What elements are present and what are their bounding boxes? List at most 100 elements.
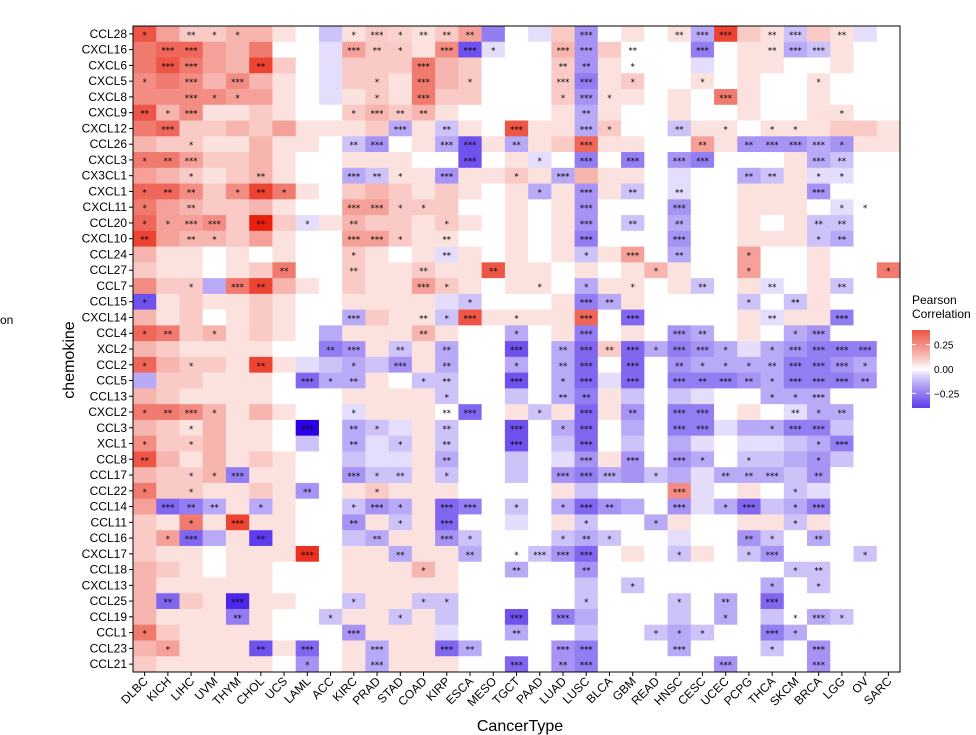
- significance-label: ***: [161, 504, 174, 514]
- heatmap-cell: [388, 656, 413, 673]
- heatmap-cell: [807, 215, 831, 232]
- heatmap-cell: [737, 167, 761, 184]
- heatmap-cell: [295, 293, 320, 311]
- significance-label: *: [398, 31, 402, 41]
- heatmap-cell: [830, 435, 854, 452]
- heatmap-cell: [504, 309, 529, 326]
- significance-label: *: [142, 441, 146, 451]
- heatmap-cell: [737, 624, 761, 641]
- heatmap-cell: [225, 341, 250, 358]
- heatmap-cell: [783, 167, 808, 184]
- significance-label: **: [698, 141, 707, 151]
- heatmap-cell: [876, 545, 901, 563]
- heatmap-cell: [853, 593, 878, 610]
- heatmap-cell: [202, 57, 227, 74]
- significance-label: ***: [371, 141, 384, 151]
- heatmap-cell: [876, 451, 901, 468]
- significance-label: ***: [626, 157, 639, 167]
- heatmap-cell: [830, 577, 854, 594]
- heatmap-cell: [644, 561, 668, 578]
- significance-label: *: [700, 362, 704, 372]
- significance-label: **: [489, 267, 498, 277]
- y-tick-label: CCL26: [90, 137, 128, 151]
- significance-label: ***: [371, 504, 384, 514]
- heatmap-cell: [202, 41, 227, 58]
- significance-label: **: [814, 567, 823, 577]
- heatmap-cell: [760, 341, 785, 358]
- heatmap-cell: [202, 435, 227, 452]
- heatmap-cell: [295, 325, 320, 342]
- heatmap-cell: [202, 120, 227, 137]
- heatmap-cell: [342, 278, 366, 295]
- significance-label: ***: [743, 504, 756, 514]
- heatmap-cell: [458, 167, 483, 184]
- heatmap-cell: [667, 136, 692, 153]
- heatmap-cell: [760, 215, 785, 232]
- significance-label: **: [187, 204, 196, 214]
- significance-label: **: [396, 110, 405, 120]
- heatmap-cell: [342, 608, 366, 626]
- heatmap-cell: [853, 293, 878, 311]
- y-tick-label: CXCL17: [82, 547, 128, 561]
- heatmap-cell: [597, 451, 622, 468]
- significance-label: ***: [371, 110, 384, 120]
- heatmap-cell: [690, 41, 715, 58]
- significance-label: **: [257, 645, 266, 655]
- heatmap-cell: [133, 561, 157, 578]
- heatmap-cell: [435, 656, 459, 673]
- significance-label: *: [793, 330, 797, 340]
- heatmap-cell: [644, 136, 668, 153]
- heatmap-cell: [551, 356, 575, 374]
- heatmap-cell: [272, 230, 297, 247]
- significance-label: ***: [185, 409, 198, 419]
- heatmap-cell: [481, 545, 506, 563]
- heatmap-cell: [458, 262, 483, 279]
- heatmap-cell: [830, 640, 854, 657]
- significance-label: **: [443, 425, 452, 435]
- heatmap-cell: [179, 89, 204, 106]
- heatmap-cell: [783, 482, 808, 500]
- heatmap-cell: [202, 624, 227, 641]
- heatmap-cell: [365, 152, 390, 169]
- heatmap-cell: [714, 419, 738, 437]
- heatmap-cell: [597, 640, 622, 657]
- significance-label: **: [257, 283, 266, 293]
- heatmap-cell: [156, 467, 180, 484]
- heatmap-cell: [737, 451, 761, 468]
- heatmap-cell: [807, 278, 831, 295]
- heatmap-cell: [783, 404, 808, 421]
- significance-label: **: [605, 299, 614, 309]
- heatmap-cell: [551, 419, 575, 437]
- heatmap-cell: [179, 577, 204, 594]
- heatmap-cell: [528, 514, 552, 531]
- significance-label: **: [675, 220, 684, 230]
- heatmap-cell: [830, 624, 854, 641]
- heatmap-cell: [551, 152, 575, 169]
- heatmap-cell: [551, 593, 575, 610]
- heatmap-cell: [597, 325, 622, 342]
- y-tick-label: CXCL16: [82, 43, 128, 57]
- heatmap-cell: [714, 388, 738, 405]
- heatmap-cell: [318, 498, 343, 515]
- heatmap-cell: [714, 73, 738, 90]
- heatmap-cell: [621, 120, 645, 137]
- significance-label: **: [582, 62, 591, 72]
- significance-label: **: [443, 456, 452, 466]
- heatmap-cell: [249, 561, 273, 578]
- significance-label: **: [814, 472, 823, 482]
- heatmap-cell: [342, 73, 366, 90]
- heatmap-cell: [528, 498, 552, 515]
- significance-label: *: [189, 441, 193, 451]
- heatmap-cell: [807, 89, 831, 106]
- heatmap-cell: [365, 167, 390, 184]
- significance-label: ***: [185, 47, 198, 57]
- heatmap-cell: [830, 325, 854, 342]
- significance-label: *: [700, 630, 704, 640]
- heatmap-cell: [760, 120, 785, 137]
- significance-label: ***: [580, 441, 593, 451]
- heatmap-cell: [714, 152, 738, 169]
- significance-label: *: [514, 173, 518, 183]
- heatmap-cell: [714, 640, 738, 657]
- heatmap-cell: [667, 356, 692, 374]
- heatmap-cell: [621, 593, 645, 610]
